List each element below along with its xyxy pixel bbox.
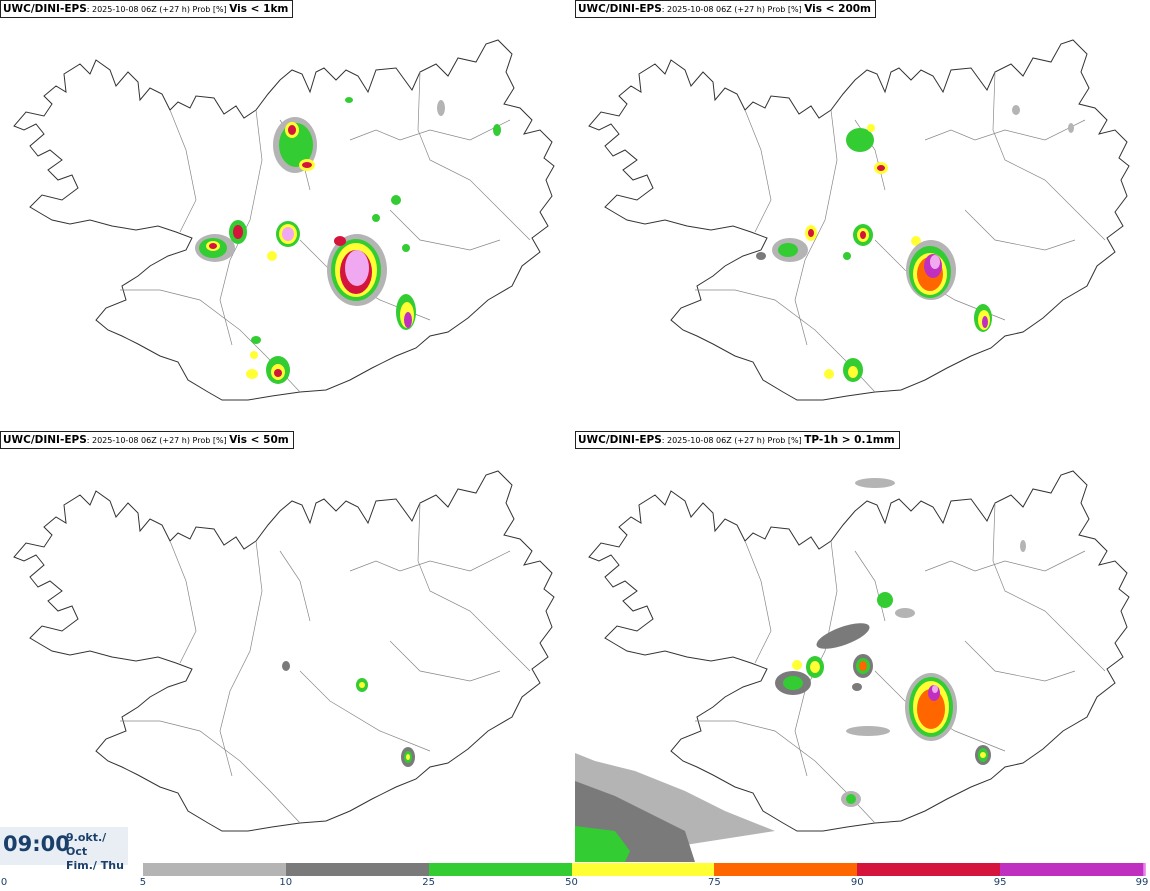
colorbar-tick-label: 5 xyxy=(139,877,147,888)
colorbar-tick-label: 50 xyxy=(565,877,578,888)
colorbar-tick-label: 95 xyxy=(993,877,1007,888)
probability-field xyxy=(282,661,415,767)
colorbar-tick-label: 0 xyxy=(0,877,8,888)
probability-field xyxy=(756,105,1074,382)
panel-title: UWC/DINI-EPS: 2025-10-08 06Z (+27 h) Pro… xyxy=(0,431,294,449)
map-panel-tp-1h: UWC/DINI-EPS: 2025-10-08 06Z (+27 h) Pro… xyxy=(575,431,1150,862)
valid-date-line1: 9.okt./ Oct xyxy=(66,831,107,858)
iceland-map xyxy=(13,39,555,401)
colorbar-tick-label: 25 xyxy=(422,877,435,888)
colorbar-segment xyxy=(1000,863,1143,876)
valid-date: 9.okt./ Oct Fim./ Thu xyxy=(66,831,128,873)
colorbar-tick-label: 90 xyxy=(850,877,864,888)
panel-title: UWC/DINI-EPS: 2025-10-08 06Z (+27 h) Pro… xyxy=(0,0,294,18)
colorbar-segment xyxy=(285,863,429,876)
iceland-map xyxy=(575,470,1130,862)
probability-field xyxy=(575,478,1026,862)
colorbar-segment xyxy=(571,863,715,876)
colorbar-tick-label: 99 xyxy=(1135,877,1149,888)
panel-title: UWC/DINI-EPS: 2025-10-08 06Z (+27 h) Pro… xyxy=(575,0,876,18)
valid-time-box: 09:00 9.okt./ Oct Fim./ Thu xyxy=(0,827,128,872)
colorbar-segment xyxy=(428,863,572,876)
colorbar-segment xyxy=(857,863,1001,876)
valid-time: 09:00 xyxy=(3,832,70,856)
map-panel-vis-50m: UWC/DINI-EPS: 2025-10-08 06Z (+27 h) Pro… xyxy=(0,431,575,862)
valid-date-line2: Fim./ Thu xyxy=(66,859,124,872)
iceland-map xyxy=(588,39,1130,401)
probability-colorbar: 0 5 10 25 50 75 90 95 99 xyxy=(0,862,1150,891)
probability-field xyxy=(195,97,501,384)
panel-title: UWC/DINI-EPS: 2025-10-08 06Z (+27 h) Pro… xyxy=(575,431,900,449)
colorbar-segment xyxy=(714,863,858,876)
map-panel-vis-1km: UWC/DINI-EPS: 2025-10-08 06Z (+27 h) Pro… xyxy=(0,0,575,431)
colorbar-segment xyxy=(142,863,286,876)
iceland-map xyxy=(13,470,555,832)
colorbar-tick-label: 75 xyxy=(708,877,721,888)
colorbar-tick-label: 10 xyxy=(279,877,293,888)
colorbar-segment xyxy=(1143,863,1146,876)
map-panel-vis-200m: UWC/DINI-EPS: 2025-10-08 06Z (+27 h) Pro… xyxy=(575,0,1150,431)
